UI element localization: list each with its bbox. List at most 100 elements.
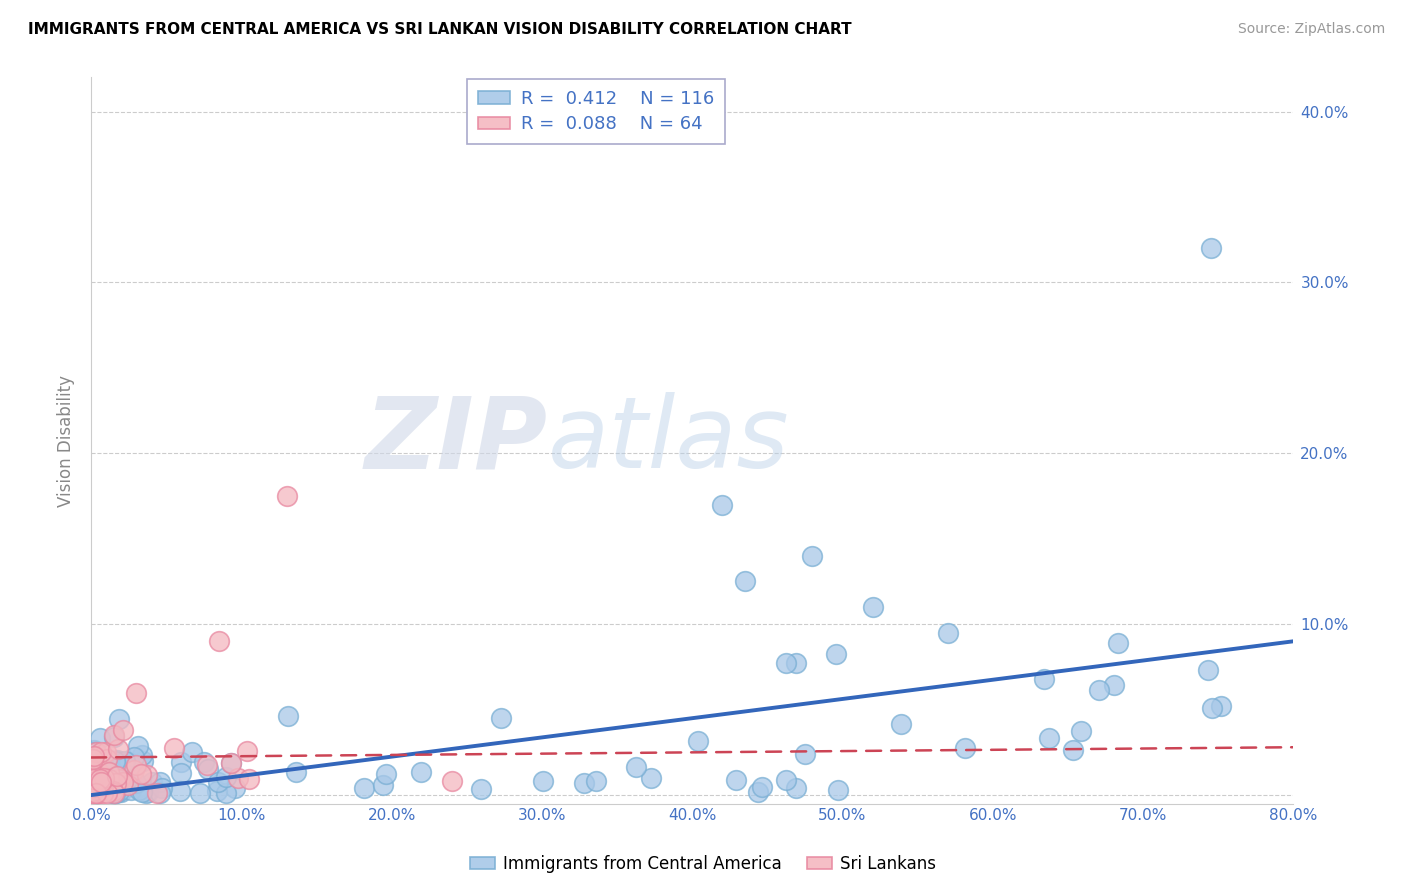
Point [747, 784, 769, 798]
Point [108, 712, 131, 726]
Text: atlas: atlas [548, 392, 790, 489]
Point [107, 742, 129, 756]
Point [96, 785, 118, 799]
Point [105, 777, 128, 791]
Point [91, 776, 114, 790]
Point [734, 574, 756, 589]
Point [531, 774, 554, 789]
Point [163, 741, 186, 756]
Point [862, 600, 884, 615]
Point [276, 489, 298, 503]
Point [936, 625, 959, 640]
Point [775, 773, 797, 788]
Point [129, 767, 152, 781]
Point [84, 785, 107, 799]
Point [96, 752, 118, 766]
Point [215, 770, 238, 784]
Point [136, 785, 159, 799]
Point [117, 778, 139, 792]
Point [91, 779, 114, 793]
Point [101, 772, 124, 787]
Point [83, 776, 105, 790]
Point [1209, 698, 1232, 713]
Point [83, 778, 105, 792]
Point [90, 774, 112, 789]
Point [84, 761, 107, 775]
Point [82, 786, 104, 800]
Point [108, 779, 131, 793]
Legend: Immigrants from Central America, Sri Lankans: Immigrants from Central America, Sri Lan… [463, 848, 943, 880]
Point [215, 786, 238, 800]
Point [101, 784, 124, 798]
Point [104, 775, 127, 789]
Point [1070, 724, 1092, 739]
Point [96, 786, 118, 800]
Point [208, 634, 231, 648]
Point [97, 780, 120, 794]
Point [409, 764, 432, 779]
Point [103, 786, 125, 800]
Point [572, 776, 595, 790]
Point [94, 782, 117, 797]
Point [82, 786, 104, 800]
Point [82, 752, 104, 766]
Point [97, 777, 120, 791]
Point [375, 766, 398, 780]
Point [110, 785, 132, 799]
Point [104, 786, 127, 800]
Point [136, 768, 159, 782]
Point [688, 734, 710, 748]
Point [145, 786, 167, 800]
Point [104, 754, 127, 768]
Point [824, 647, 846, 661]
Point [1033, 672, 1056, 686]
Point [82, 780, 104, 795]
Point [104, 769, 127, 783]
Point [205, 784, 228, 798]
Point [120, 782, 142, 797]
Point [98, 757, 121, 772]
Point [94, 779, 117, 793]
Point [122, 763, 145, 777]
Point [94, 745, 117, 759]
Point [86, 786, 108, 800]
Point [103, 786, 125, 800]
Point [103, 785, 125, 799]
Point [125, 758, 148, 772]
Point [890, 717, 912, 731]
Point [111, 723, 134, 738]
Point [82, 784, 104, 798]
Point [101, 780, 124, 794]
Point [1038, 731, 1060, 746]
Point [83, 773, 105, 788]
Point [489, 711, 512, 725]
Point [90, 782, 112, 797]
Point [83, 774, 105, 789]
Point [86, 786, 108, 800]
Point [1062, 743, 1084, 757]
Point [150, 781, 173, 796]
Point [124, 749, 146, 764]
Point [128, 783, 150, 797]
Point [87, 779, 110, 793]
Point [132, 754, 155, 768]
Point [197, 762, 219, 776]
Point [135, 786, 157, 800]
Point [1088, 682, 1111, 697]
Point [148, 775, 170, 789]
Point [128, 780, 150, 794]
Point [131, 748, 153, 763]
Point [785, 656, 807, 670]
Point [103, 728, 125, 742]
Point [91, 752, 114, 766]
Point [105, 753, 128, 767]
Point [105, 769, 128, 783]
Point [170, 766, 193, 780]
Point [125, 685, 148, 699]
Point [775, 656, 797, 670]
Point [114, 774, 136, 789]
Text: ZIP: ZIP [366, 392, 548, 489]
Point [1197, 663, 1219, 677]
Point [827, 782, 849, 797]
Point [91, 757, 114, 772]
